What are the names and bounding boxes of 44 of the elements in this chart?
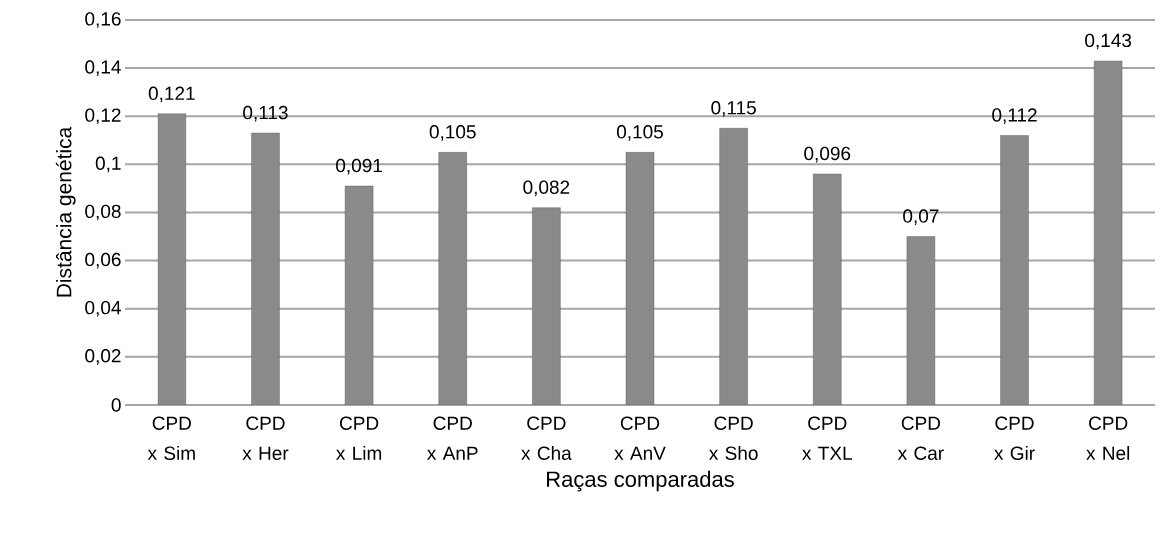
bar [344,185,374,405]
y-tick-label: 0,1 [95,156,121,173]
x-tick-label: CPD x Her [242,416,289,460]
x-tick-label: CPD x AnP [427,416,478,460]
y-tick-label: 0,14 [85,60,121,76]
data-label: 0,082 [523,180,570,197]
data-label: 0,091 [336,158,382,175]
x-tick-label: CPD x Cha [521,416,572,460]
x-tick-label: CPD x Lim [336,416,382,460]
bar [251,132,280,405]
bar [157,113,187,405]
bar [1000,135,1029,405]
x-tick-label: CPD x Nel [1086,416,1130,460]
x-tick-label: CPD x Sim [147,416,195,460]
bar [1093,60,1123,405]
bar [813,173,842,405]
bar [532,207,561,405]
bar [906,236,936,405]
y-axis-title: Distância genética [55,126,76,297]
data-label: 0,105 [616,125,663,141]
data-label: 0,121 [148,86,195,103]
bar [719,128,748,405]
y-tick-label: 0,04 [85,300,121,317]
data-label: 0,096 [804,146,851,163]
bar [438,152,467,405]
x-tick-label: CPD x AnV [614,416,666,460]
y-tick-label: 0,06 [85,252,121,269]
y-tick-label: 0,02 [85,349,121,365]
x-axis-title: Raças comparadas [547,470,734,492]
x-tick-label: CPD x Car [897,416,944,460]
data-label: 0,115 [711,101,756,117]
data-label: 0,07 [903,209,939,226]
y-tick-label: 0 [111,398,121,412]
data-label: 0,143 [1085,33,1132,50]
x-tick-label: CPD x TXL [802,416,852,460]
y-tick-label: 0,08 [85,204,121,221]
x-tick-label: CPD x Sho [709,416,758,460]
data-label: 0,112 [992,108,1037,124]
x-tick-label: CPD x Gir [994,416,1035,460]
data-label: 0,105 [429,125,476,141]
y-tick-label: 0,16 [85,12,121,28]
y-tick-label: 0,12 [85,108,121,125]
data-label: 0,113 [243,105,288,122]
bar [625,152,655,405]
